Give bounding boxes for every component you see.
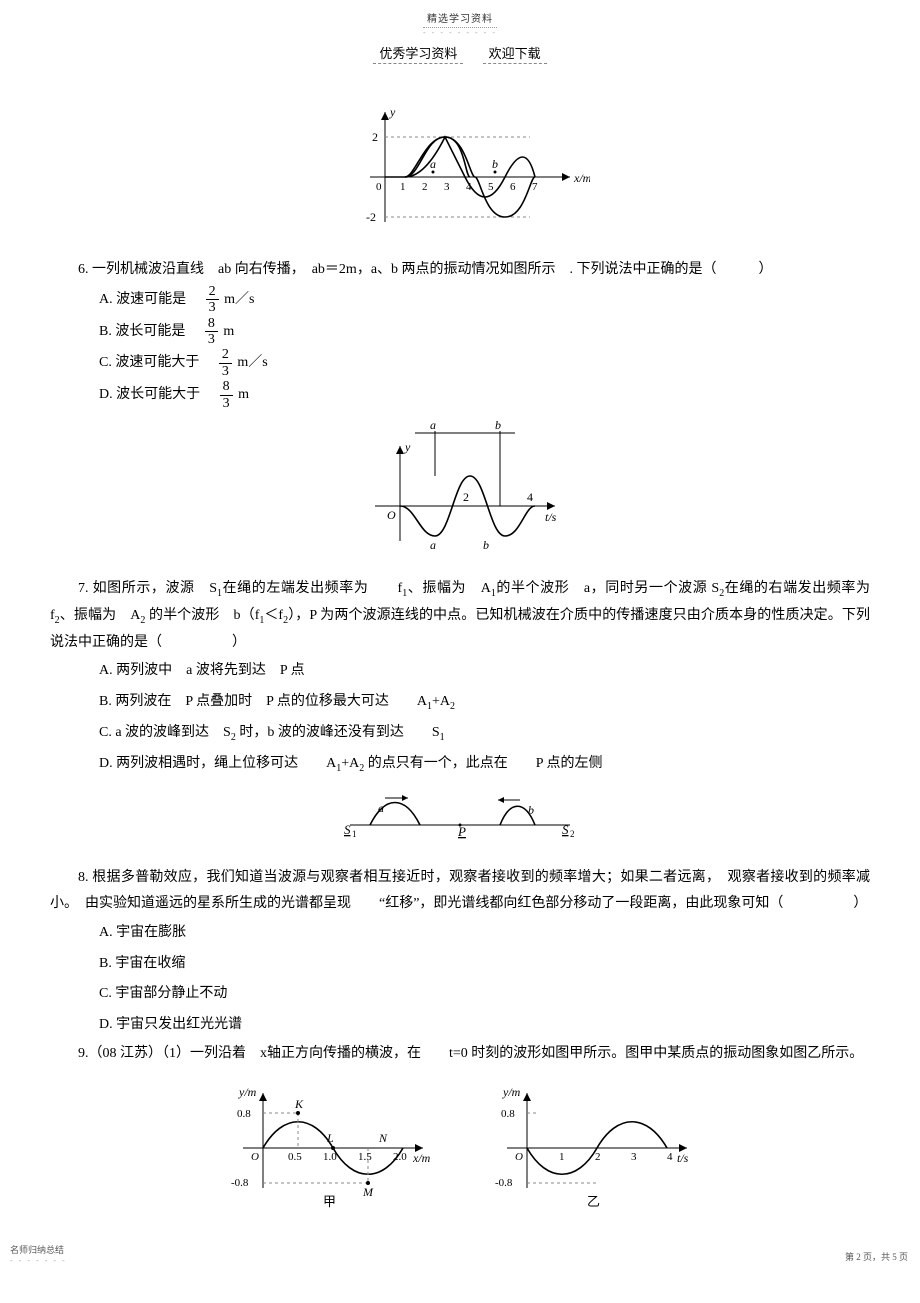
x-axis-label: x/m xyxy=(573,171,590,185)
header-left: 优秀学习资料 xyxy=(373,46,463,64)
frac-icon: 23 xyxy=(219,347,232,379)
svg-text:a: a xyxy=(430,421,436,432)
q6-optC: C. 波速可能大于 23 m／s xyxy=(99,347,870,379)
q7-optB: B. 两列波在 P 点叠加时 P 点的位移最大可达 A1+A2 xyxy=(99,687,870,718)
q8-optD: D. 宇宙只发出红光光谱 xyxy=(99,1010,870,1041)
svg-text:1: 1 xyxy=(352,829,357,839)
top-note-text: 精选学习资料 xyxy=(423,10,497,28)
svg-text:O: O xyxy=(251,1151,259,1163)
q8-optB: B. 宇宙在收缩 xyxy=(99,949,870,980)
frac-icon: 83 xyxy=(220,379,233,411)
frac-icon: 23 xyxy=(206,284,219,316)
svg-text:K: K xyxy=(294,1097,304,1111)
q6-optB: B. 波长可能是 83 m xyxy=(99,316,870,348)
svg-text:a: a xyxy=(378,801,384,815)
svg-text:O: O xyxy=(515,1151,523,1163)
figure-3: S 1 a P b S 2 xyxy=(50,790,870,845)
q7-optC: C. a 波的波峰到达 S2 时，b 波的波峰还没有到达 S1 xyxy=(99,718,870,749)
svg-text:7: 7 xyxy=(532,181,538,193)
y-tick-top: 2 xyxy=(372,130,378,144)
svg-text:1: 1 xyxy=(400,181,406,193)
svg-text:b: b xyxy=(495,421,501,432)
y-axis-label: y xyxy=(389,105,396,119)
svg-text:b: b xyxy=(528,803,534,817)
svg-text:0.5: 0.5 xyxy=(288,1151,302,1163)
svg-text:0.8: 0.8 xyxy=(501,1108,515,1120)
svg-text:a: a xyxy=(430,157,436,171)
svg-text:4: 4 xyxy=(667,1151,673,1163)
q6-optA: A. 波速可能是 23 m／s xyxy=(99,284,870,316)
svg-text:x/m: x/m xyxy=(412,1151,431,1165)
svg-text:1.5: 1.5 xyxy=(358,1151,372,1163)
svg-text:y: y xyxy=(404,440,411,454)
svg-text:乙: 乙 xyxy=(587,1194,600,1208)
wave-graph-2: y t/s O 2 4 a b a b xyxy=(345,421,575,551)
figure-1: y x/m 2 -2 0 1 2 3 4 5 6 7 a xyxy=(50,102,870,237)
svg-text:y/m: y/m xyxy=(502,1085,521,1099)
svg-text:S: S xyxy=(344,822,351,837)
svg-text:0: 0 xyxy=(376,181,382,193)
svg-text:2: 2 xyxy=(570,829,575,839)
svg-text:y/m: y/m xyxy=(238,1085,257,1099)
q6-optD: D. 波长可能大于 83 m xyxy=(99,379,870,411)
svg-text:0.8: 0.8 xyxy=(237,1108,251,1120)
q7-optD: D. 两列波相遇时，绳上位移可达 A1+A2 的点只有一个，此点在 P 点的左侧 xyxy=(99,749,870,780)
svg-text:2: 2 xyxy=(422,181,428,193)
q8-optC: C. 宇宙部分静止不动 xyxy=(99,979,870,1010)
svg-text:O: O xyxy=(387,508,396,522)
q8-optA: A. 宇宙在膨胀 xyxy=(99,918,870,949)
svg-text:-0.8: -0.8 xyxy=(495,1177,513,1189)
svg-text:t/s: t/s xyxy=(545,510,557,524)
page-header: 优秀学习资料 欢迎下载 xyxy=(50,43,870,62)
footer-right: 第 2 页，共 5 页 xyxy=(845,1250,908,1263)
top-watermark: 精选学习资料 - - - - - - - - - xyxy=(50,10,870,37)
svg-text:甲: 甲 xyxy=(323,1194,336,1208)
rope-wave-diagram: S 1 a P b S 2 xyxy=(330,790,590,840)
wave-snapshot-jia: y/m x/m 0.8 -0.8 O 0.5 1.0 1.5 2.0 K L M… xyxy=(213,1078,443,1208)
q8-stem: 8. 根据多普勒效应，我们知道当波源与观察者相互接近时，观察者接收到的频率增大；… xyxy=(50,865,870,918)
svg-text:1: 1 xyxy=(559,1151,565,1163)
q7-optA: A. 两列波中 a 波将先到达 P 点 xyxy=(99,656,870,687)
q6-stem: 6. 一列机械波沿直线 ab 向右传播， ab＝2m，a、b 两点的振动情况如图… xyxy=(50,257,870,284)
svg-text:N: N xyxy=(378,1131,388,1145)
svg-text:a: a xyxy=(430,538,436,551)
svg-text:S: S xyxy=(562,822,569,837)
figure-2: y t/s O 2 4 a b a b xyxy=(50,421,870,556)
q7-stem: 7. 如图所示，波源 S1在绳的左端发出频率为 f1、振幅为 A1的半个波形 a… xyxy=(50,576,870,656)
svg-text:b: b xyxy=(492,157,498,171)
svg-text:2: 2 xyxy=(463,490,469,504)
svg-text:3: 3 xyxy=(444,181,450,193)
footer-left: 名师归纳总结 - - - - - - - xyxy=(10,1243,67,1265)
svg-text:-0.8: -0.8 xyxy=(231,1177,249,1189)
dot-row: - - - - - - - - - xyxy=(50,28,870,37)
page: 精选学习资料 - - - - - - - - - 优秀学习资料 欢迎下载 y x… xyxy=(0,0,920,1273)
svg-text:2: 2 xyxy=(595,1151,601,1163)
svg-text:4: 4 xyxy=(527,490,533,504)
y-tick-bot: -2 xyxy=(366,210,376,224)
svg-text:b: b xyxy=(483,538,489,551)
frac-icon: 83 xyxy=(205,316,218,348)
svg-text:L: L xyxy=(326,1131,334,1145)
svg-text:P: P xyxy=(457,824,466,839)
svg-text:5: 5 xyxy=(488,181,494,193)
q9-stem: 9.（08 江苏）（1）一列沿着 x轴正方向传播的横波，在 t=0 时刻的波形如… xyxy=(50,1041,870,1068)
figure-4: y/m x/m 0.8 -0.8 O 0.5 1.0 1.5 2.0 K L M… xyxy=(50,1078,870,1213)
wave-graph-1: y x/m 2 -2 0 1 2 3 4 5 6 7 a xyxy=(330,102,590,232)
svg-text:M: M xyxy=(362,1185,374,1199)
vibration-graph-yi: y/m t/s 0.8 -0.8 O 1 2 3 4 乙 xyxy=(477,1078,707,1208)
svg-text:3: 3 xyxy=(631,1151,637,1163)
svg-text:6: 6 xyxy=(510,181,516,193)
svg-text:t/s: t/s xyxy=(677,1151,689,1165)
header-right: 欢迎下载 xyxy=(483,46,547,64)
